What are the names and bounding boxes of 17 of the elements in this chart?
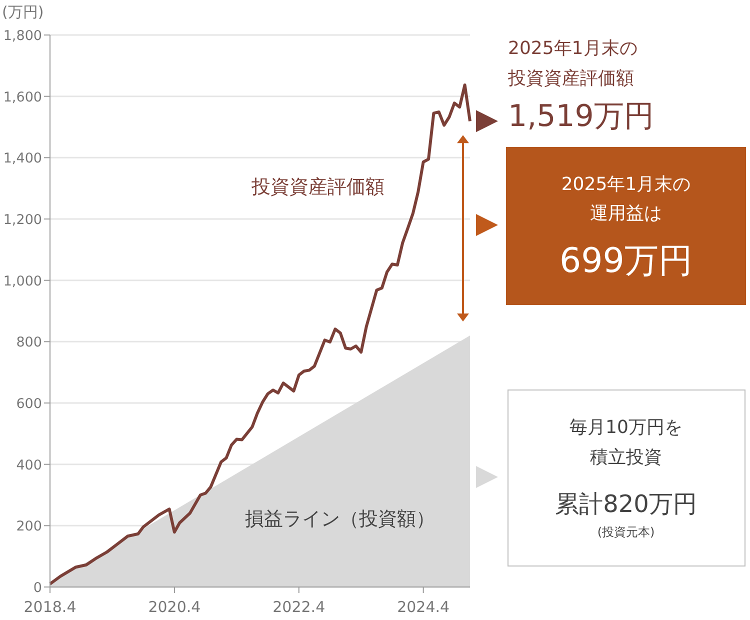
x-tick-label: 2024.4 [397, 598, 450, 616]
y-tick-label: 600 [16, 396, 42, 412]
y-tick-label: 1,200 [3, 212, 42, 228]
x-tick-label: 2020.4 [148, 598, 201, 616]
y-tick-label: 0 [33, 580, 42, 596]
x-tick-label: 2022.4 [272, 598, 326, 616]
y-axis-title: (万円) [2, 3, 44, 21]
y-tick-label: 200 [16, 518, 42, 535]
y-tick-label: 400 [16, 457, 42, 474]
y-tick-label: 800 [16, 334, 42, 351]
series-label: 投資資産評価額 [250, 176, 384, 198]
x-tick-label: 2018.4 [24, 598, 76, 616]
y-tick-label: 1,600 [3, 89, 42, 106]
y-tick-label: 1,000 [3, 273, 42, 290]
y-tick-label: 1,800 [3, 28, 42, 44]
series-label: 損益ライン（投資額） [245, 508, 435, 530]
y-tick-label: 1,400 [3, 150, 42, 167]
